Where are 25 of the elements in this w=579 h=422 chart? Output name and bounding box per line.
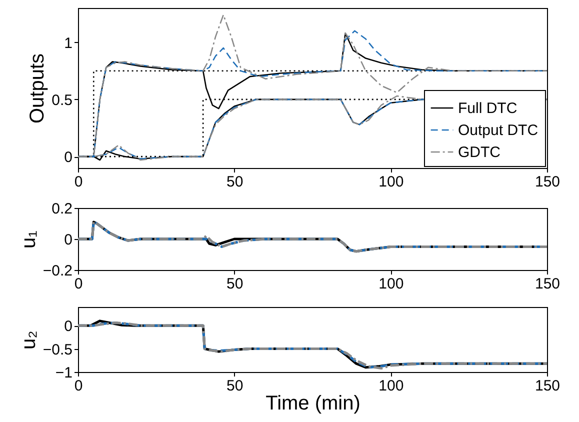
y-tick-label: 0.2 <box>52 200 72 218</box>
y-axis-title: u₂ <box>18 330 40 350</box>
x-tick-label: 150 <box>534 174 560 190</box>
x-tick-label: 50 <box>226 276 244 292</box>
x-tick-label: 50 <box>226 174 244 190</box>
legend-label: GDTC <box>458 144 501 161</box>
x-axis-title: Time (min) <box>266 392 360 414</box>
y-tick-label: 0.5 <box>52 92 72 109</box>
y-tick-label: 0 <box>64 149 72 166</box>
x-tick-label: 50 <box>226 378 244 394</box>
x-tick-label: 100 <box>378 378 404 394</box>
x-tick-label: 100 <box>378 276 404 292</box>
x-tick-label: 100 <box>378 174 404 190</box>
y-tick-label: 1 <box>64 34 72 52</box>
y-tick-label: 0 <box>64 232 72 248</box>
x-tick-label: 150 <box>534 276 560 292</box>
legend-label: Output DTC <box>458 122 538 139</box>
y-tick-label: 0 <box>64 318 72 336</box>
y-axis-title: Outputs <box>26 53 49 124</box>
y-axis-title: u₁ <box>18 230 40 248</box>
y-tick-label: −0.5 <box>42 341 72 358</box>
x-tick-label: 150 <box>534 378 560 394</box>
y-tick-label: −0.2 <box>42 262 72 280</box>
y-tick-label: −1 <box>55 364 72 382</box>
legend-label: Full DTC <box>458 100 518 117</box>
